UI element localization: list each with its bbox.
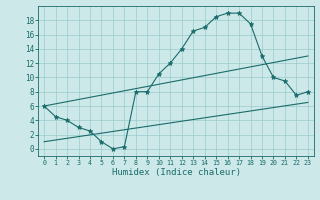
X-axis label: Humidex (Indice chaleur): Humidex (Indice chaleur): [111, 168, 241, 177]
